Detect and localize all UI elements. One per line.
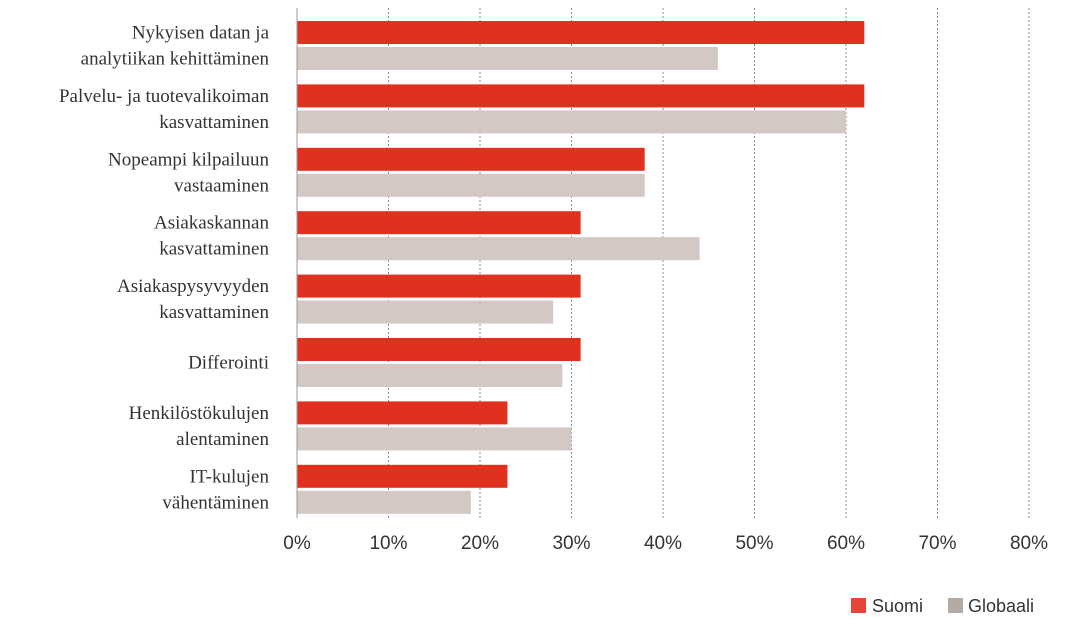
category-label: vähentäminen — [162, 492, 269, 513]
x-tick-label: 30% — [552, 533, 590, 554]
bar-suomi — [297, 338, 581, 361]
bars — [297, 21, 865, 514]
category-label: analytiikan kehittäminen — [81, 49, 270, 70]
category-label: IT-kulujen — [189, 466, 269, 487]
bar-globaali — [297, 47, 718, 70]
bar-globaali — [297, 110, 846, 134]
bar-globaali — [297, 427, 572, 451]
x-tick-label: 10% — [369, 533, 407, 554]
bar-suomi — [297, 464, 508, 488]
category-label: Nykyisen datan ja — [132, 23, 270, 44]
category-label: Asiakaskannan — [154, 213, 270, 234]
bar-suomi — [297, 211, 581, 235]
category-label: Henkilöstökulujen — [129, 403, 270, 424]
x-tick-label: 40% — [644, 533, 682, 554]
x-tick-label: 20% — [461, 533, 499, 554]
bar-globaali — [297, 173, 645, 197]
category-label: kasvattaminen — [159, 239, 269, 260]
bar-globaali — [297, 364, 563, 387]
legend: Suomi Globaali — [851, 596, 1034, 616]
category-label: alentaminen — [176, 429, 269, 450]
bar-suomi — [297, 21, 865, 44]
category-label: Palvelu- ja tuotevalikoiman — [59, 86, 270, 107]
legend-label-suomi: Suomi — [872, 596, 923, 616]
category-label: Asiakaspysyvyyden — [117, 276, 269, 297]
category-label: Nopeampi kilpailuun — [108, 149, 269, 170]
category-label: Differointi — [188, 353, 269, 374]
bar-suomi — [297, 401, 508, 425]
bar-globaali — [297, 490, 471, 514]
legend-swatch-globaali — [948, 598, 963, 613]
category-label: kasvattaminen — [159, 112, 269, 133]
bar-suomi — [297, 274, 581, 298]
category-label: kasvattaminen — [159, 302, 269, 323]
category-labels: Nykyisen datan ja analytiikan kehittämine… — [59, 23, 270, 514]
x-tick-label: 80% — [1010, 533, 1048, 554]
legend-swatch-suomi — [851, 598, 866, 613]
x-tick-labels: 0% 10% 20% 30% 40% 50% 60% 70% 80% — [283, 533, 1048, 554]
x-tick-label: 50% — [735, 533, 773, 554]
bar-globaali — [297, 237, 700, 261]
x-tick-label: 70% — [918, 533, 956, 554]
x-tick-label: 60% — [827, 533, 865, 554]
bar-globaali — [297, 300, 554, 324]
legend-label-globaali: Globaali — [968, 596, 1034, 616]
x-tick-label: 0% — [283, 533, 311, 554]
category-label: vastaaminen — [174, 175, 269, 196]
bar-suomi — [297, 147, 645, 171]
bar-suomi — [297, 84, 865, 108]
